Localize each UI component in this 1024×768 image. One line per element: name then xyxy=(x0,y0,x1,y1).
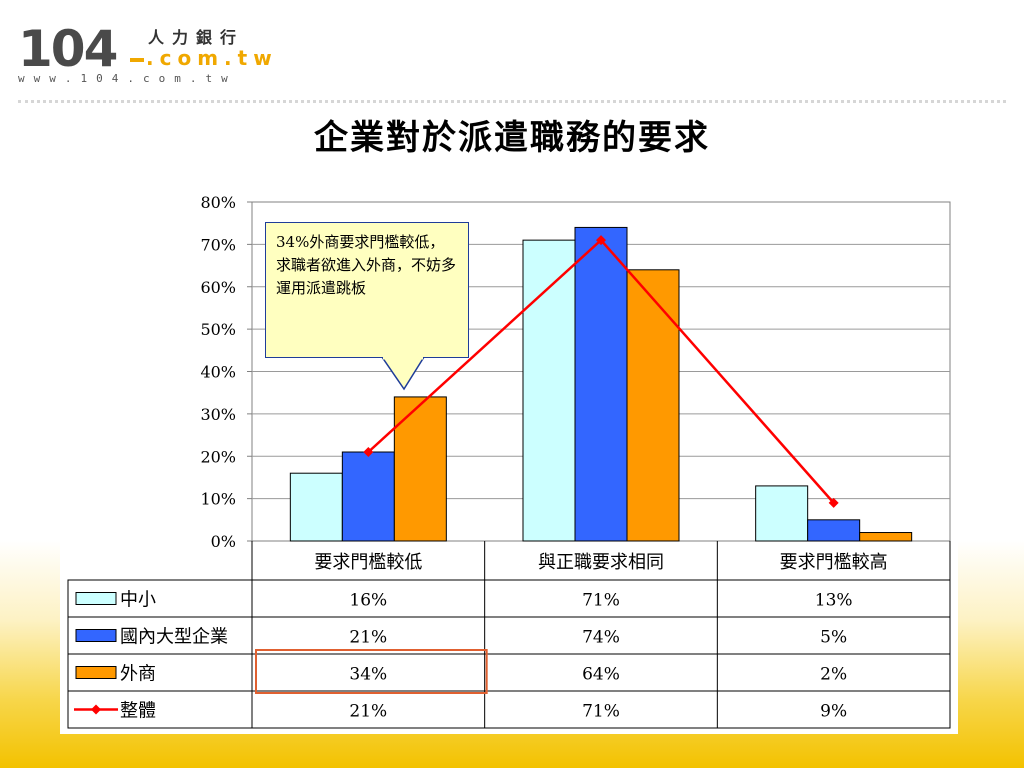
logo: 104 人力銀行 .com.tw www.104.com.tw xyxy=(18,20,272,90)
header-divider xyxy=(18,100,1006,103)
bar xyxy=(574,226,628,542)
bar xyxy=(289,472,343,542)
y-tick-label: 40% xyxy=(200,363,236,382)
category-label: 要求門檻較低 xyxy=(314,552,422,573)
bar xyxy=(859,532,913,542)
legend-label: 國內大型企業 xyxy=(120,627,228,648)
table-cell-value: 2% xyxy=(820,665,847,685)
y-tick-label: 20% xyxy=(200,447,236,466)
line-marker xyxy=(596,235,606,246)
line-marker xyxy=(828,497,839,508)
legend-label: 外商 xyxy=(120,664,156,685)
logo-chinese: 人力銀行 xyxy=(148,28,245,47)
table-cell-value: 16% xyxy=(349,591,387,611)
y-tick-label: 70% xyxy=(200,235,236,254)
logo-domain: .com.tw xyxy=(146,46,278,70)
legend-swatch xyxy=(75,629,117,642)
logo-url: www.104.com.tw xyxy=(18,72,237,85)
legend-swatch xyxy=(75,592,117,605)
y-tick-label: 10% xyxy=(200,490,236,509)
table-cell-value: 21% xyxy=(349,702,387,722)
bar xyxy=(522,239,576,542)
highlight-box xyxy=(255,649,488,694)
bar xyxy=(393,396,447,542)
y-tick-label: 0% xyxy=(211,532,236,551)
y-tick-label: 60% xyxy=(200,278,236,297)
table-cell-value: 5% xyxy=(820,628,847,648)
bar xyxy=(755,485,809,542)
bar xyxy=(626,269,680,542)
table-cell-value: 64% xyxy=(582,665,620,685)
table-cell-value: 74% xyxy=(582,628,620,648)
table-cell-value: 13% xyxy=(815,591,853,611)
category-label: 與正職要求相同 xyxy=(538,552,664,573)
bar xyxy=(807,519,861,542)
table-cell-value: 34% xyxy=(349,665,387,685)
table-cell-value: 21% xyxy=(349,628,387,648)
legend-marker xyxy=(91,704,101,715)
logo-accent-bar xyxy=(130,58,144,62)
table-cell-value: 9% xyxy=(820,702,847,722)
category-label: 要求門檻較高 xyxy=(780,552,888,573)
legend-label: 中小 xyxy=(120,590,156,611)
line-marker xyxy=(363,447,374,458)
y-tick-label: 30% xyxy=(200,405,236,424)
logo-number: 104 xyxy=(18,20,118,78)
callout-box: 34%外商要求門檻較低，求職者欲進入外商，不妨多運用派遣跳板 xyxy=(265,222,469,358)
callout-tail xyxy=(381,357,425,391)
y-tick-label: 80% xyxy=(200,193,236,212)
legend-swatch xyxy=(75,666,117,679)
y-tick-label: 50% xyxy=(200,320,236,339)
table-cell-value: 71% xyxy=(582,591,620,611)
table-cell-value: 71% xyxy=(582,702,620,722)
legend-label: 整體 xyxy=(120,701,156,722)
bar xyxy=(341,451,395,542)
slide-title: 企業對於派遣職務的要求 xyxy=(314,118,710,158)
